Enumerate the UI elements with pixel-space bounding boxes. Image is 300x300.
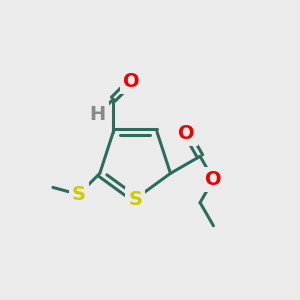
Text: O: O	[178, 124, 195, 142]
Text: S: S	[72, 185, 86, 204]
Text: O: O	[205, 170, 222, 189]
Text: H: H	[89, 105, 106, 124]
Text: S: S	[128, 190, 142, 208]
Text: O: O	[123, 72, 140, 91]
